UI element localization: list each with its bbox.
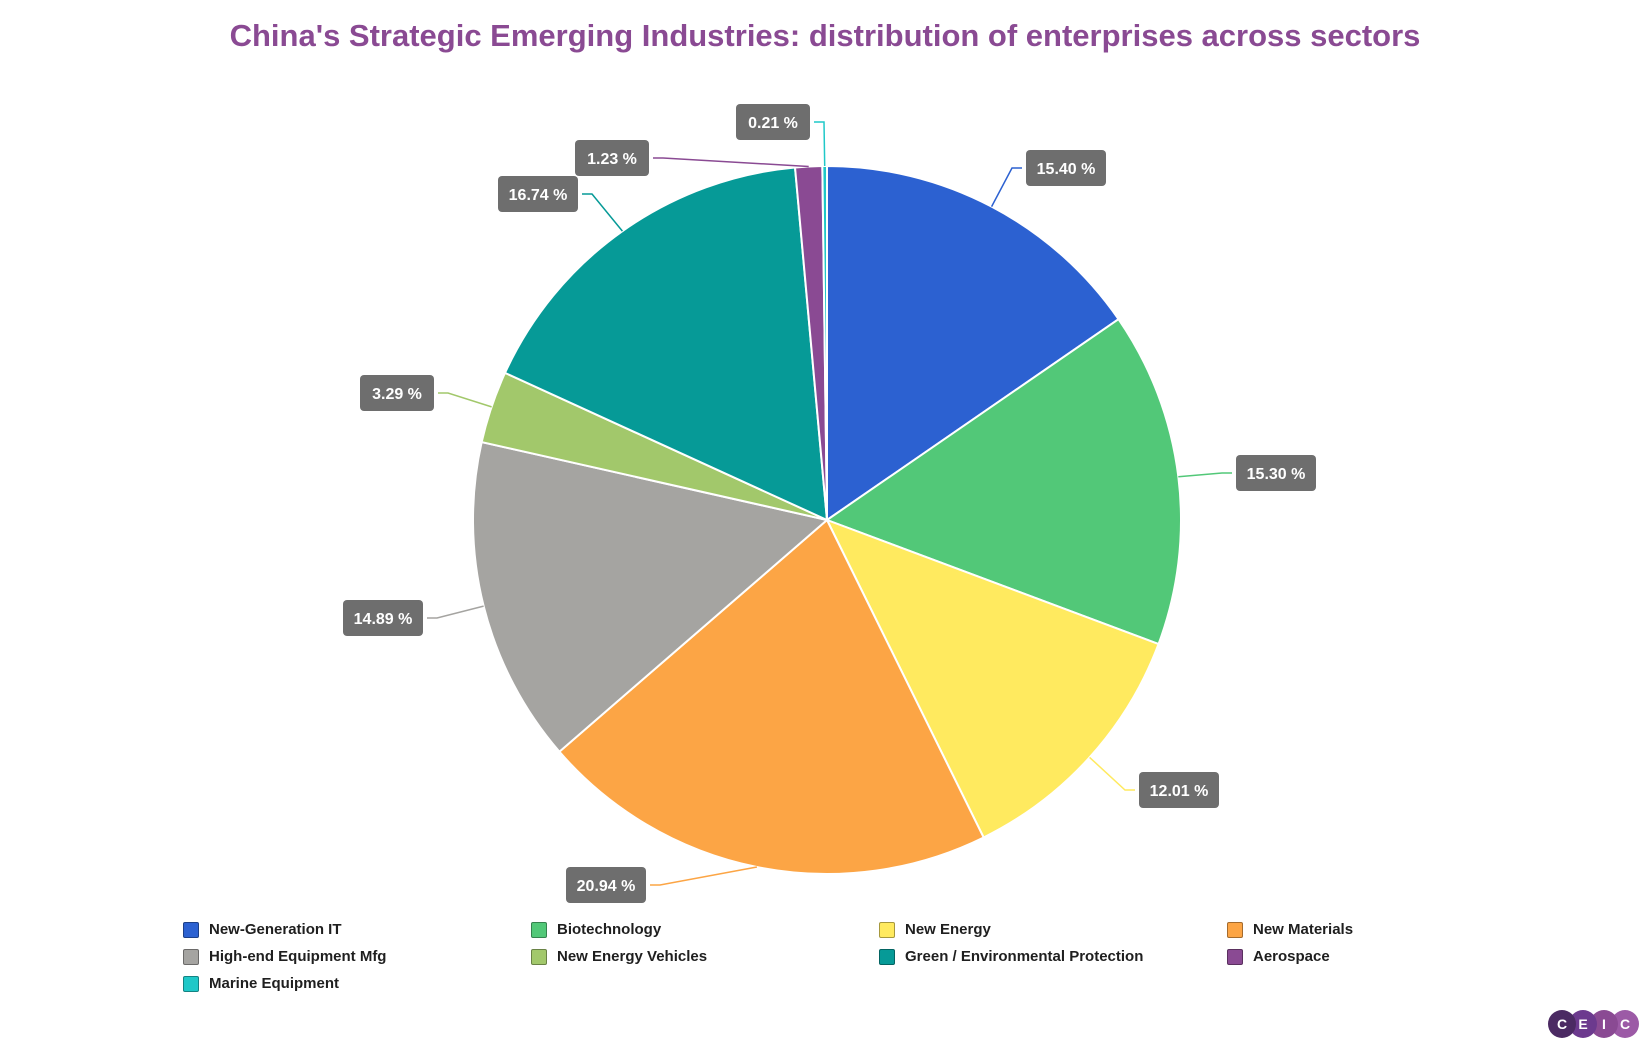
legend-item[interactable]: New Energy Vehicles	[531, 947, 879, 966]
data-label-box	[736, 104, 810, 140]
label-connectors	[427, 121, 1232, 886]
legend-swatch	[879, 948, 895, 965]
legend-swatch	[183, 975, 199, 992]
legend-item[interactable]: New Materials	[1227, 920, 1575, 939]
legend: New-Generation IT Biotechnology New Energy…	[183, 920, 1583, 993]
legend-label: Marine Equipment	[209, 975, 340, 992]
data-label-box	[575, 140, 649, 176]
legend-label: New Materials	[1253, 921, 1354, 938]
pie-slice-marine-equipment	[821, 164, 828, 521]
connector-line	[814, 121, 826, 167]
data-label-text: 16.74 %	[509, 187, 568, 204]
data-label-box	[498, 176, 578, 212]
legend-label: New-Generation IT	[209, 921, 342, 938]
data-label: 12.01 %	[1139, 772, 1219, 808]
chart-title: China's Strategic Emerging Industries: d…	[229, 18, 1421, 53]
data-label-box	[343, 600, 423, 636]
connector-line	[582, 193, 623, 232]
logo-letter: C	[1548, 1010, 1576, 1038]
pie-slice-new-energy	[824, 518, 1160, 839]
data-label-box	[1026, 150, 1106, 186]
data-label-text: 15.40 %	[1037, 161, 1096, 178]
data-label-box	[566, 867, 646, 903]
legend-label: Green / Environmental Protection	[905, 948, 1144, 965]
data-label-text: 14.89 %	[354, 611, 413, 628]
data-label: 20.94 %	[566, 867, 646, 903]
connector-line	[438, 392, 492, 408]
data-label-text: 3.29 %	[372, 386, 422, 403]
data-label: 3.29 %	[360, 375, 434, 411]
legend-item[interactable]: Marine Equipment	[183, 974, 531, 993]
data-label-text: 12.01 %	[1150, 783, 1209, 800]
legend-swatch	[183, 921, 199, 938]
connector-line	[990, 167, 1022, 207]
data-labels: 15.40 % 15.30 % 12.01 % 20.94 % 14.89 % 3.29 …	[343, 104, 1316, 903]
legend-swatch	[531, 948, 547, 965]
legend-item[interactable]: High-end Equipment Mfg	[183, 947, 531, 966]
data-label: 15.40 %	[1026, 150, 1106, 186]
data-label-text: 1.23 %	[587, 151, 637, 168]
data-label-box	[1139, 772, 1219, 808]
legend-swatch	[183, 948, 199, 965]
legend-label: High-end Equipment Mfg	[209, 948, 387, 965]
legend-item[interactable]: New Energy	[879, 920, 1227, 939]
legend-item[interactable]: Aerospace	[1227, 947, 1575, 966]
data-label-box	[360, 375, 434, 411]
legend-label: Aerospace	[1253, 948, 1330, 965]
data-label-text: 0.21 %	[748, 115, 798, 132]
legend-label: New Energy Vehicles	[557, 948, 708, 965]
legend-swatch	[879, 921, 895, 938]
legend-item[interactable]: Green / Environmental Protection	[879, 947, 1227, 966]
connector-line	[427, 605, 484, 619]
connector-line	[1178, 472, 1232, 478]
data-label: 15.30 %	[1236, 455, 1316, 491]
data-label-text: 15.30 %	[1247, 466, 1306, 483]
connector-line	[1089, 756, 1135, 791]
legend-swatch	[531, 921, 547, 938]
connector-line	[650, 866, 758, 886]
legend-label: New Energy	[905, 921, 991, 938]
data-label-box	[1236, 455, 1316, 491]
legend-item[interactable]: New-Generation IT	[183, 920, 531, 939]
data-label-text: 20.94 %	[577, 878, 636, 895]
legend-swatch	[1227, 921, 1243, 938]
legend-swatch	[1227, 948, 1243, 965]
pie-slice-high-end-equipment-mfg	[472, 440, 830, 754]
pie-slice-green-environmental-protection	[503, 166, 829, 522]
legend-label: Biotechnology	[557, 921, 662, 938]
data-label: 14.89 %	[343, 600, 423, 636]
data-label: 0.21 %	[736, 104, 810, 140]
data-label: 16.74 %	[498, 176, 578, 212]
connector-line	[653, 157, 809, 168]
pie-slices	[472, 164, 1182, 875]
data-label: 1.23 %	[575, 140, 649, 176]
legend-item[interactable]: Biotechnology	[531, 920, 879, 939]
